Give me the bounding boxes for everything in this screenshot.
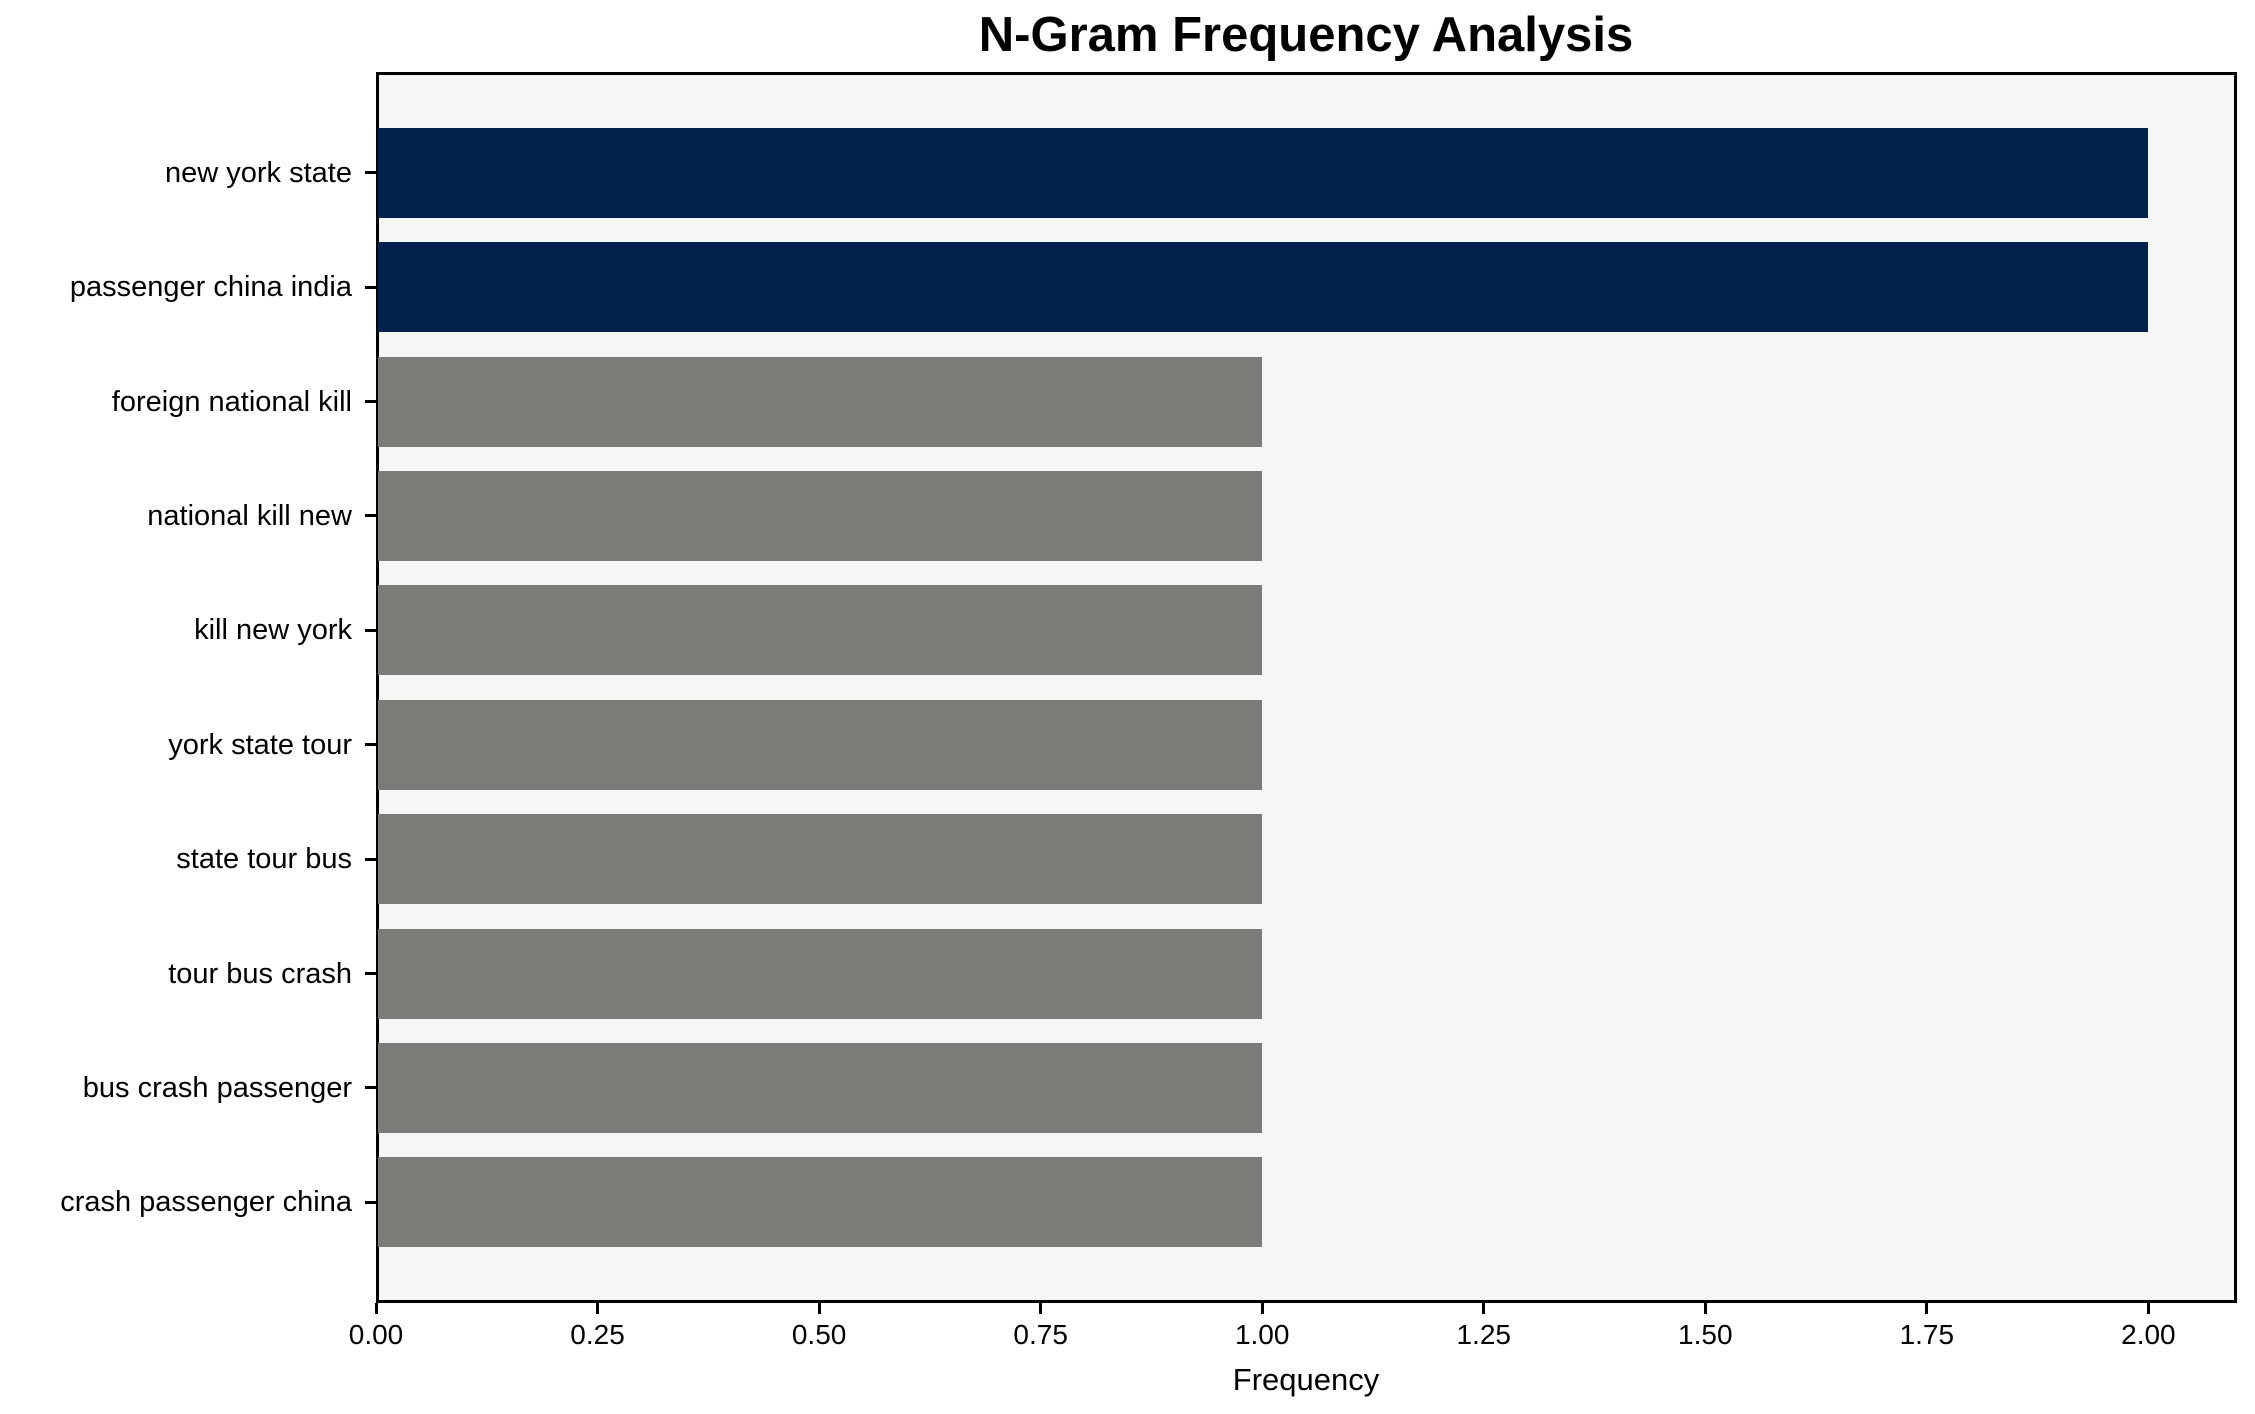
y-tick-mark xyxy=(365,285,376,289)
x-tick-mark xyxy=(1925,1303,1929,1314)
x-tick-mark xyxy=(1482,1303,1486,1314)
x-tick-label: 2.00 xyxy=(2121,1319,2176,1350)
y-tick-label: kill new york xyxy=(194,614,352,647)
x-tick-label: 1.75 xyxy=(1899,1319,1955,1350)
x-tick-mark xyxy=(2146,1303,2150,1314)
y-tick-label: national kill new xyxy=(147,499,352,532)
y-tick-mark xyxy=(365,743,376,747)
y-tick-label: tour bus crash xyxy=(168,957,352,990)
bar-york-state-tour xyxy=(378,699,1263,790)
x-tick-label: 0.00 xyxy=(348,1319,404,1350)
y-tick-mark xyxy=(365,171,376,175)
x-tick-label: 0.75 xyxy=(1013,1319,1068,1350)
x-tick-mark xyxy=(1260,1303,1264,1314)
bar-tour-bus-crash xyxy=(378,928,1263,1019)
bar-new-york-state xyxy=(378,127,2149,218)
y-tick-label: new york state xyxy=(165,156,352,189)
x-tick-mark xyxy=(1039,1303,1043,1314)
y-tick-mark xyxy=(365,400,376,403)
y-tick-mark xyxy=(365,972,376,975)
x-tick-label: 1.00 xyxy=(1234,1319,1290,1350)
y-tick-label: crash passenger china xyxy=(60,1186,352,1219)
x-tick-label: 1.50 xyxy=(1678,1319,1733,1350)
bar-foreign-national-kill xyxy=(378,356,1263,447)
x-axis-label: Frequency xyxy=(1232,1362,1380,1397)
bar-state-tour-bus xyxy=(378,814,1263,905)
y-tick-label: foreign national kill xyxy=(111,385,352,418)
y-tick-mark xyxy=(365,857,376,861)
y-tick-label: york state tour xyxy=(168,728,352,761)
bar-crash-passenger-china xyxy=(378,1157,1263,1248)
x-tick-label: 0.50 xyxy=(791,1319,847,1350)
x-tick-mark xyxy=(374,1303,378,1314)
y-tick-mark xyxy=(365,1086,376,1090)
bar-bus-crash-passenger xyxy=(378,1042,1263,1133)
y-tick-mark xyxy=(365,628,376,632)
x-tick-mark xyxy=(817,1303,821,1314)
y-tick-mark xyxy=(365,514,376,518)
x-tick-label: 0.25 xyxy=(570,1319,625,1350)
bar-kill-new-york xyxy=(378,585,1263,676)
x-tick-mark xyxy=(596,1303,600,1314)
y-tick-label: bus crash passenger xyxy=(82,1071,352,1104)
y-tick-label: state tour bus xyxy=(176,843,352,876)
y-tick-label: passenger china india xyxy=(69,271,352,304)
chart-title: N-Gram Frequency Analysis xyxy=(978,8,1634,62)
x-tick-mark xyxy=(1703,1303,1707,1314)
bar-passenger-china-india xyxy=(378,242,2149,333)
bar-national-kill-new xyxy=(378,470,1263,561)
y-tick-mark xyxy=(365,1200,376,1204)
x-tick-label: 1.25 xyxy=(1456,1319,1511,1350)
